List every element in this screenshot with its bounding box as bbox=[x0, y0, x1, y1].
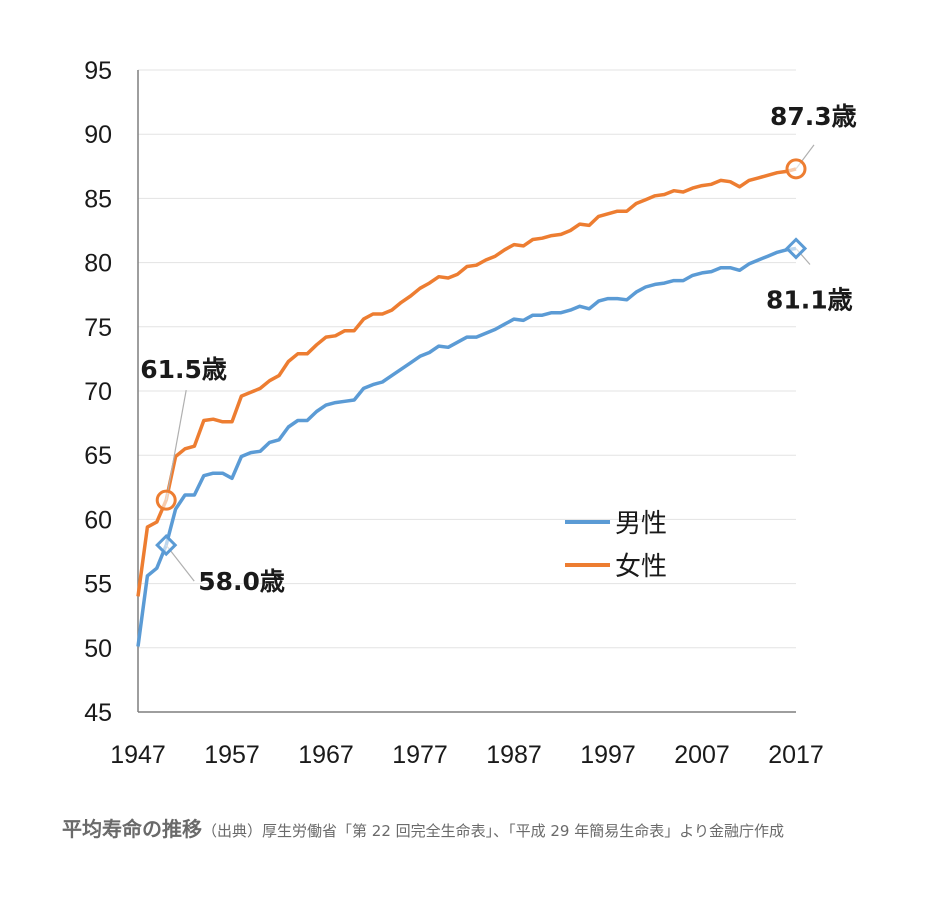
x-tick-label: 1947 bbox=[110, 741, 166, 769]
x-tick-label: 2017 bbox=[768, 741, 824, 769]
y-tick-labels: 95 90 85 80 75 70 65 60 55 50 45 bbox=[84, 57, 112, 727]
legend-label-male: 男性 bbox=[615, 509, 667, 539]
annotation-label: 87.3歳 bbox=[770, 102, 857, 131]
gridlines bbox=[138, 69, 796, 649]
annotation-marker-circle bbox=[785, 158, 807, 180]
y-tick-label: 45 bbox=[84, 699, 112, 727]
caption-title: 平均寿命の推移 bbox=[62, 817, 202, 841]
x-tick-label: 1957 bbox=[204, 741, 260, 769]
x-tick-label: 1997 bbox=[580, 741, 636, 769]
annotation-leaders bbox=[165, 144, 815, 582]
y-tick-label: 55 bbox=[84, 571, 112, 599]
x-tick-label: 1987 bbox=[486, 741, 542, 769]
annotation-markers bbox=[155, 158, 808, 557]
y-tick-label: 50 bbox=[84, 635, 112, 663]
annotation-leader-line bbox=[165, 390, 187, 501]
annotation-label: 58.0歳 bbox=[198, 567, 285, 596]
series-lines bbox=[136, 167, 797, 647]
y-tick-label: 90 bbox=[84, 121, 112, 149]
annotation-marker-circle bbox=[155, 489, 177, 511]
annotation-label: 61.5歳 bbox=[140, 355, 227, 384]
x-tick-label: 2007 bbox=[674, 741, 730, 769]
x-tick-label: 1967 bbox=[298, 741, 354, 769]
annotation-labels: 87.3歳 81.1歳 61.5歳 58.0歳 bbox=[140, 102, 856, 596]
x-tick-label: 1977 bbox=[392, 741, 448, 769]
y-tick-label: 85 bbox=[84, 185, 112, 213]
annotation-marker-diamond bbox=[155, 533, 178, 557]
axes bbox=[137, 70, 796, 713]
series-line-male bbox=[136, 246, 797, 647]
y-tick-label: 95 bbox=[84, 57, 112, 85]
y-tick-label: 60 bbox=[84, 506, 112, 534]
y-tick-label: 80 bbox=[84, 250, 112, 278]
series-line-female bbox=[136, 167, 797, 597]
y-tick-label: 65 bbox=[84, 442, 112, 470]
caption-source: （出典）厚生労働省「第 22 回完全生命表」、「平成 29 年簡易生命表」より金… bbox=[202, 822, 784, 840]
figure-caption: 平均寿命の推移（出典）厚生労働省「第 22 回完全生命表」、「平成 29 年簡易… bbox=[62, 804, 882, 856]
legend-label-female: 女性 bbox=[615, 552, 667, 582]
y-tick-label: 70 bbox=[84, 378, 112, 406]
legend: 男性 女性 bbox=[565, 509, 667, 582]
x-tick-labels: 1947 1957 1967 1977 1987 1997 2007 2017 bbox=[110, 741, 824, 769]
annotation-label: 81.1歳 bbox=[766, 285, 853, 314]
annotation-marker-diamond bbox=[784, 237, 808, 260]
y-tick-label: 75 bbox=[84, 314, 112, 342]
